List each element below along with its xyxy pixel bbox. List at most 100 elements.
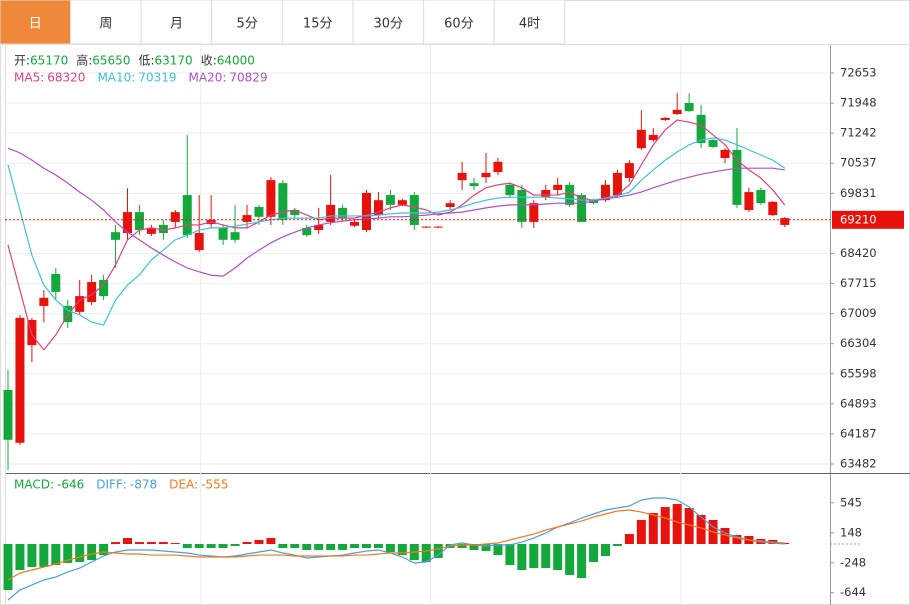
macd-bar <box>326 544 336 550</box>
macd-bar <box>87 544 97 561</box>
tab[interactable]: 日 <box>0 0 72 45</box>
candle-body <box>768 201 778 216</box>
candle-body <box>134 212 144 231</box>
y-tick-label: 69831 <box>840 186 877 200</box>
candle-body <box>732 149 742 205</box>
candle-body <box>469 183 479 187</box>
candle-body <box>589 200 599 204</box>
info-value: 65170 <box>30 54 68 68</box>
macd-bar <box>636 519 646 545</box>
macd-bar <box>720 527 730 545</box>
macd-bar <box>589 544 599 562</box>
macd-bar <box>421 544 431 562</box>
macd-bar <box>218 544 228 549</box>
tab-bg[interactable] <box>423 0 495 45</box>
macd-bar <box>123 538 132 545</box>
tab-label[interactable]: 15分 <box>303 17 333 32</box>
tab[interactable]: 15分 <box>281 0 354 45</box>
tab-bg[interactable] <box>211 0 283 45</box>
legend-value: -646 <box>57 478 84 492</box>
y-tick-label: 63482 <box>840 457 877 471</box>
legend-colon: : <box>222 71 226 85</box>
candle-body <box>660 117 670 121</box>
macd-bar <box>505 544 515 566</box>
macd-bar <box>242 542 252 545</box>
legend-value: -878 <box>130 478 157 492</box>
y-tick-label: 64893 <box>840 396 877 410</box>
legend-colon: : <box>131 71 135 85</box>
y-tick-label: 70537 <box>840 156 877 170</box>
candle-body <box>123 212 132 234</box>
marks-layer <box>3 93 830 601</box>
macd-bar <box>350 544 360 549</box>
candle-body <box>648 134 658 141</box>
candle-body <box>51 273 61 292</box>
macd-bar <box>732 535 742 545</box>
macd-bar <box>194 544 204 549</box>
macd-bar <box>696 514 706 545</box>
macd-bar <box>565 544 575 575</box>
tab-bg[interactable] <box>140 0 213 45</box>
y-tick-label: 68420 <box>840 246 877 260</box>
tab[interactable]: 60分 <box>423 0 495 45</box>
macd-bar <box>672 504 682 545</box>
macd-bar <box>230 544 240 546</box>
tab-bg[interactable] <box>281 0 354 45</box>
candle-body <box>99 279 109 297</box>
candle-body <box>373 200 383 216</box>
macd-bar <box>51 544 61 566</box>
candle-body <box>146 227 156 234</box>
tab-label[interactable]: 5分 <box>236 17 257 32</box>
candle-body <box>529 203 539 222</box>
macd-bar <box>385 544 395 553</box>
macd-bar <box>397 544 407 556</box>
candle-body <box>433 226 443 228</box>
macd-bar <box>111 542 121 545</box>
tab-label[interactable]: 周 <box>99 17 112 32</box>
indicator-line <box>7 119 786 351</box>
candle-body <box>505 184 515 196</box>
macd-bar <box>278 544 288 549</box>
macd-bar <box>481 544 491 552</box>
legend-name: MA10 <box>97 71 131 85</box>
candle-body <box>780 218 790 225</box>
candle-body <box>218 227 228 240</box>
indicator-line <box>7 509 785 581</box>
tab[interactable]: 5分 <box>211 0 283 45</box>
macd-bar <box>529 544 539 569</box>
candle-body <box>254 207 264 217</box>
tab-bg[interactable] <box>70 0 142 45</box>
candle-body <box>421 226 431 228</box>
candle-body <box>445 203 455 208</box>
tab-label[interactable]: 30分 <box>374 17 404 32</box>
candle-body <box>170 212 180 222</box>
tab-label[interactable]: 月 <box>170 17 183 32</box>
info-label: 开: <box>14 54 30 68</box>
tab[interactable]: 4时 <box>493 0 566 45</box>
tab-label[interactable]: 4时 <box>519 17 540 32</box>
y-tick-label: -644 <box>840 585 866 599</box>
macd-bar <box>469 544 479 550</box>
tab-label[interactable]: 日 <box>29 17 42 32</box>
tab[interactable]: 30分 <box>352 0 425 45</box>
macd-bar <box>170 543 180 545</box>
candle-body <box>350 221 360 226</box>
macd-bar <box>266 538 276 545</box>
tab[interactable]: 周 <box>70 0 142 45</box>
candle-body <box>744 192 754 210</box>
legend-colon: : <box>123 478 127 492</box>
tab-bg[interactable] <box>352 0 425 45</box>
info-value: 63170 <box>155 54 193 68</box>
macd-bar <box>624 534 634 545</box>
labels-layer: 开: 65170 高: 65650 低: 63170 收: 64000 72653 71948 71… <box>14 53 904 599</box>
macd-bar <box>433 544 443 558</box>
y-tick-label: 545 <box>840 495 862 509</box>
indicator-line <box>7 497 785 601</box>
macd-bar <box>206 544 216 549</box>
tab[interactable]: 月 <box>140 0 213 45</box>
y-tick-label: 71242 <box>840 126 877 140</box>
tab-bg[interactable] <box>493 0 566 45</box>
candle-body <box>624 163 634 179</box>
macd-bar <box>553 544 563 571</box>
tab-label[interactable]: 60分 <box>444 17 474 32</box>
